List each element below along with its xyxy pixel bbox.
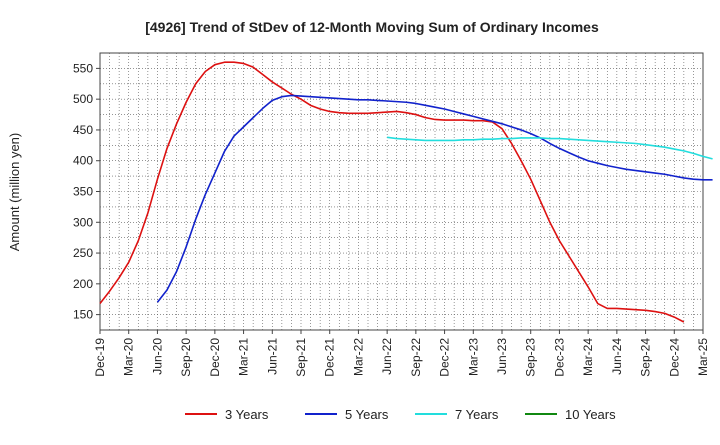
x-tick-label: Sep-21 [294,338,308,377]
x-tick-label: Dec-24 [667,338,681,377]
legend-item-10-years: 10 Years [525,407,616,422]
x-tick-label: Mar-23 [466,338,480,376]
x-tick-label: Dec-20 [208,338,222,377]
x-tick-label: Dec-23 [552,338,566,377]
plot-frame [99,52,704,331]
legend-item-3-years: 3 Years [185,407,269,422]
y-tick-label: 250 [73,246,93,260]
x-axis: Dec-19 Mar-20 Jun-20 Sep-20 Dec-20 Mar-21 Jun-… [93,330,710,377]
x-tick-label: Jun-22 [380,338,394,375]
legend-item-5-years: 5 Years [305,407,389,422]
series-layer [99,61,713,323]
x-tick-label: Mar-20 [122,338,136,376]
legend-label: 10 Years [565,407,616,422]
x-tick-label: Dec-21 [323,338,337,377]
series-line-7-years [387,136,713,160]
x-tick-label: Sep-23 [524,338,538,377]
y-tick-label: 550 [73,61,93,75]
y-tick-label: 350 [73,185,93,199]
x-tick-label: Mar-25 [696,338,710,376]
x-tick-label: Jun-24 [610,338,624,375]
y-tick-label: 400 [73,154,93,168]
legend-label: 7 Years [455,407,499,422]
x-tick-label: Mar-21 [237,338,251,376]
y-tick-label: 150 [73,308,93,322]
chart-title: [4926] Trend of StDev of 12-Month Moving… [145,19,599,35]
x-tick-label: Sep-20 [179,338,193,377]
x-tick-label: Mar-22 [351,338,365,376]
x-tick-label: Mar-24 [581,338,595,376]
series-line-3-years [99,61,685,323]
legend-item-7-years: 7 Years [415,407,499,422]
x-tick-label: Jun-23 [495,338,509,375]
x-tick-label: Dec-19 [93,338,107,377]
y-tick-label: 450 [73,123,93,137]
y-axis: 150 200 250 300 350 400 450 500 550 [73,61,100,322]
series-line-5-years [156,94,713,303]
grid-layer [100,53,703,330]
y-tick-label: 500 [73,92,93,106]
x-tick-label: Jun-20 [150,338,164,375]
legend-label: 5 Years [345,407,389,422]
legend: 3 Years 5 Years 7 Years 10 Years [185,407,616,422]
x-tick-label: Dec-22 [438,338,452,377]
y-tick-label: 200 [73,277,93,291]
x-tick-label: Sep-24 [639,338,653,377]
x-tick-label: Sep-22 [409,338,423,377]
y-tick-label: 300 [73,215,93,229]
legend-label: 3 Years [225,407,269,422]
y-axis-title: Amount (million yen) [7,133,22,252]
x-tick-label: Jun-21 [265,338,279,375]
